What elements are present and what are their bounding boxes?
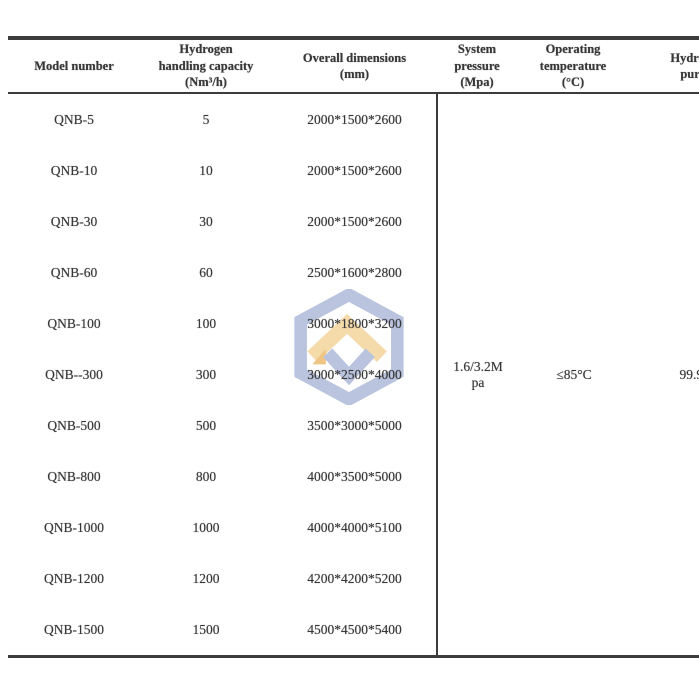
watermark-hexagon-ring bbox=[294, 289, 404, 405]
cell-dimensions: 2000*1500*2600 bbox=[307, 213, 402, 229]
cell-model: QNB-800 bbox=[47, 468, 101, 484]
merged-cell-hydrogen-purity: 99.999 bbox=[679, 366, 699, 382]
table-body: QNB-5 5 2000*1500*2600 QNB-10 10 2000*15… bbox=[8, 94, 699, 658]
cell-model: QNB-60 bbox=[50, 264, 98, 280]
column-header-handling-capacity: Hydrogen handling capacity (Nm³/h) bbox=[158, 42, 254, 90]
column-header-operating-temperature: Operating temperature (°C) bbox=[539, 42, 607, 90]
cell-dimensions: 3500*3000*5000 bbox=[307, 417, 402, 433]
column-header-overall-dimensions: Overall dimensions (mm) bbox=[302, 50, 407, 82]
column-header-hydrogen-purity: Hydrogen purity bbox=[670, 50, 699, 82]
watermark-orange-accent bbox=[312, 348, 326, 365]
cell-model: QNB-1500 bbox=[44, 621, 104, 637]
merged-cell-operating-temperature: ≤85°C bbox=[556, 366, 592, 382]
cell-capacity: 10 bbox=[199, 162, 213, 178]
cell-capacity: 100 bbox=[195, 315, 217, 331]
column-header-system-pressure: System pressure (Mpa) bbox=[454, 42, 500, 90]
cell-dimensions: 4000*4000*5100 bbox=[307, 519, 402, 535]
table-top-border bbox=[8, 36, 699, 40]
watermark-blue-chevron bbox=[323, 348, 375, 386]
cell-capacity: 300 bbox=[195, 366, 217, 382]
cell-dimensions: 3000*1800*3200 bbox=[307, 315, 402, 331]
cell-capacity: 5 bbox=[202, 111, 210, 127]
watermark-hexagon-logo bbox=[294, 289, 404, 405]
watermark-orange-chevron bbox=[307, 313, 387, 362]
cell-model: QNB-1200 bbox=[44, 570, 104, 586]
cell-capacity: 500 bbox=[195, 417, 217, 433]
cell-dimensions: 4000*3500*5000 bbox=[307, 468, 402, 484]
cell-model: QNB-100 bbox=[47, 315, 101, 331]
cell-model: QNB-5 bbox=[54, 111, 94, 127]
cell-model: QNB-500 bbox=[47, 417, 101, 433]
cell-capacity: 800 bbox=[195, 468, 217, 484]
model-rows: QNB-5 5 2000*1500*2600 QNB-10 10 2000*15… bbox=[8, 94, 437, 655]
cell-dimensions: 2000*1500*2600 bbox=[307, 111, 402, 127]
cell-model: QNB--300 bbox=[45, 366, 103, 382]
cell-capacity: 30 bbox=[199, 213, 213, 229]
cell-capacity: 1200 bbox=[192, 570, 220, 586]
cell-model: QNB-30 bbox=[50, 213, 98, 229]
cell-capacity: 60 bbox=[199, 264, 213, 280]
column-divider bbox=[436, 94, 438, 655]
table-header-row: Model number Hydrogen handling capacity … bbox=[8, 40, 699, 94]
cell-capacity: 1000 bbox=[192, 519, 220, 535]
cell-capacity: 1500 bbox=[192, 621, 220, 637]
cell-dimensions: 3000*2500*4000 bbox=[307, 366, 402, 382]
column-header-model-number: Model number bbox=[34, 58, 114, 73]
merged-cell-system-pressure: 1.6/3.2M pa bbox=[453, 358, 503, 390]
cell-dimensions: 2500*1600*2800 bbox=[307, 264, 402, 280]
cell-model: QNB-1000 bbox=[44, 519, 104, 535]
spec-table: Model number Hydrogen handling capacity … bbox=[8, 36, 699, 658]
cell-dimensions: 4200*4200*5200 bbox=[307, 570, 402, 586]
cell-model: QNB-10 bbox=[50, 162, 98, 178]
cell-dimensions: 4500*4500*5400 bbox=[307, 621, 402, 637]
cell-dimensions: 2000*1500*2600 bbox=[307, 162, 402, 178]
